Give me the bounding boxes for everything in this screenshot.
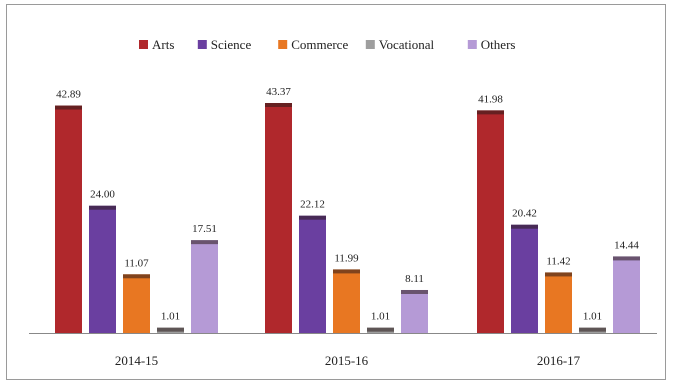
legend-item-vocational: Vocational: [365, 37, 435, 52]
bar-cap-commerce-2014-15: [123, 274, 150, 279]
plot-area: 42.89 24.00 11.07 1.01 17.51 2014-15 43.37 22.1…: [29, 86, 657, 368]
legend-item-commerce: Commerce: [278, 37, 348, 52]
legend-label-arts: Arts: [152, 37, 174, 52]
bar-cap-science-2015-16: [299, 215, 326, 220]
data-label-vocational-2016-17: 1.01: [583, 311, 602, 323]
bar-cap-vocational-2016-17: [579, 327, 606, 332]
legend-swatch-science: [197, 40, 207, 49]
legend-label-science: Science: [211, 37, 252, 52]
data-label-arts-2015-16: 43.37: [266, 86, 291, 98]
x-tick-label-2015-16: 2015-16: [325, 353, 369, 368]
data-label-others-2015-16: 8.11: [405, 273, 424, 285]
bar-cap-others-2016-17: [613, 256, 640, 261]
bar-cap-arts-2016-17: [477, 110, 504, 115]
bar-arts-2015-16: [265, 103, 292, 333]
bar-cap-commerce-2015-16: [333, 269, 360, 274]
data-label-science-2016-17: 20.42: [512, 208, 537, 220]
bar-commerce-2016-17: [545, 272, 572, 333]
legend-swatch-commerce: [278, 40, 288, 49]
data-label-science-2015-16: 22.12: [300, 199, 325, 211]
data-label-others-2014-15: 17.51: [192, 223, 217, 235]
bar-cap-science-2016-17: [511, 224, 538, 229]
x-tick-label-2014-15: 2014-15: [115, 353, 158, 368]
legend: Arts Science Commerce Vocational Others: [139, 37, 515, 52]
bar-cap-vocational-2015-16: [367, 327, 394, 332]
data-label-commerce-2016-17: 11.42: [546, 255, 570, 267]
legend-item-science: Science: [197, 37, 252, 52]
bar-cap-others-2015-16: [401, 289, 428, 294]
bar-chart: Arts Science Commerce Vocational Others 42.8…: [29, 37, 657, 368]
legend-swatch-others: [467, 40, 477, 49]
data-label-science-2014-15: 24.00: [90, 189, 115, 201]
chart-frame: Arts Science Commerce Vocational Others 42.8…: [6, 4, 666, 380]
legend-swatch-vocational: [365, 40, 375, 49]
data-label-arts-2014-15: 42.89: [56, 89, 81, 101]
legend-label-vocational: Vocational: [379, 37, 435, 52]
bar-cap-vocational-2014-15: [157, 327, 184, 332]
data-label-commerce-2014-15: 11.07: [124, 257, 149, 269]
bar-arts-2014-15: [55, 105, 82, 334]
bar-others-2016-17: [613, 256, 640, 333]
bar-others-2015-16: [401, 289, 428, 333]
legend-item-others: Others: [467, 37, 516, 52]
bar-science-2016-17: [511, 224, 538, 333]
legend-swatch-arts: [139, 40, 148, 49]
data-label-others-2016-17: 14.44: [614, 239, 639, 251]
bar-cap-arts-2015-16: [265, 103, 292, 107]
bar-commerce-2014-15: [123, 274, 150, 333]
legend-label-commerce: Commerce: [291, 37, 348, 52]
data-label-vocational-2014-15: 1.01: [161, 311, 180, 323]
data-label-commerce-2015-16: 11.99: [334, 252, 359, 264]
x-tick-label-2016-17: 2016-17: [537, 353, 581, 368]
data-label-arts-2016-17: 41.98: [478, 93, 503, 105]
bar-cap-arts-2014-15: [55, 105, 82, 110]
bar-cap-science-2014-15: [89, 205, 116, 210]
bar-cap-commerce-2016-17: [545, 272, 572, 277]
bar-arts-2016-17: [477, 110, 504, 333]
legend-label-others: Others: [481, 37, 516, 52]
bar-science-2014-15: [89, 205, 116, 333]
legend-item-arts: Arts: [139, 37, 174, 52]
bar-cap-others-2014-15: [191, 240, 218, 245]
bar-others-2014-15: [191, 240, 218, 333]
bar-commerce-2015-16: [333, 269, 360, 333]
data-label-vocational-2015-16: 1.01: [371, 311, 390, 323]
bar-science-2015-16: [299, 215, 326, 333]
